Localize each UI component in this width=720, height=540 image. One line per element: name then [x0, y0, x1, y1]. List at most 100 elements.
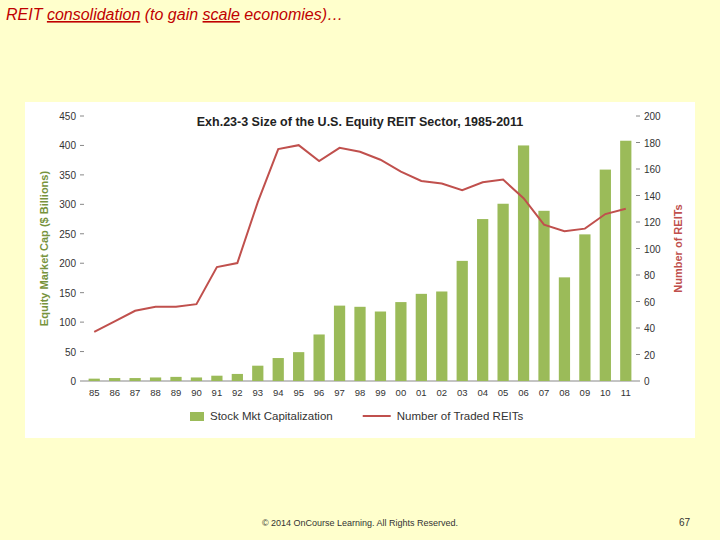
legend-label: Stock Mkt Capitalization: [210, 410, 333, 422]
y-tick-label: 50: [65, 347, 77, 358]
y-tick: [80, 381, 84, 382]
y-tick: [80, 263, 84, 264]
bar: [436, 291, 447, 381]
x-tick-label: 86: [109, 387, 120, 398]
y-tick-label: 200: [59, 258, 76, 269]
x-tick-label: 92: [232, 387, 243, 398]
y-tick-label: 250: [59, 229, 76, 240]
x-tick-label: 97: [334, 387, 345, 398]
bar: [150, 377, 161, 381]
bar: [129, 378, 140, 381]
y-tick: [80, 145, 84, 146]
y-tick: [80, 351, 84, 352]
y-tick-label: 0: [70, 376, 76, 387]
bar: [89, 379, 100, 381]
bar: [109, 378, 120, 381]
bar: [416, 294, 427, 381]
y-tick-label: 400: [59, 140, 76, 151]
y2-tick: [636, 248, 640, 249]
chart-area: [25, 102, 695, 438]
bar: [211, 376, 222, 381]
legend-swatch: [363, 415, 391, 417]
y2-tick: [636, 328, 640, 329]
y-tick: [80, 292, 84, 293]
x-tick-label: 03: [457, 387, 468, 398]
heading-part: scale: [203, 6, 240, 23]
bar: [620, 141, 631, 381]
x-tick-label: 96: [314, 387, 325, 398]
legend-label: Number of Traded REITs: [397, 410, 524, 422]
y-tick-label: 450: [59, 111, 76, 122]
y2-tick-label: 40: [644, 323, 656, 334]
y-tick: [80, 233, 84, 234]
bar: [375, 312, 386, 381]
y2-tick-label: 140: [644, 191, 661, 202]
bar: [273, 358, 284, 381]
x-tick-label: 95: [293, 387, 304, 398]
x-tick-label: 98: [355, 387, 366, 398]
x-tick-label: 87: [130, 387, 141, 398]
bar: [600, 170, 611, 381]
x-tick-label: 06: [518, 387, 529, 398]
y-tick: [80, 322, 84, 323]
bar: [191, 377, 202, 381]
x-tick-label: 11: [621, 387, 631, 398]
bar: [518, 145, 529, 381]
heading-part: economies)…: [240, 6, 343, 23]
y-axis-label: Equity Market Cap ($ Billions): [38, 171, 50, 327]
y2-tick: [636, 275, 640, 276]
y-tick-label: 150: [59, 288, 76, 299]
y2-tick-label: 200: [644, 111, 661, 122]
bar: [497, 204, 508, 381]
y2-tick: [636, 116, 640, 117]
x-tick-label: 00: [396, 387, 407, 398]
x-tick-label: 93: [252, 387, 263, 398]
y2-tick-label: 180: [644, 138, 661, 149]
x-tick-label: 05: [498, 387, 509, 398]
legend-swatch: [190, 412, 204, 421]
y2-tick-label: 120: [644, 217, 661, 228]
y2-tick: [636, 222, 640, 223]
y2-axis-label: Number of REITs: [672, 204, 684, 292]
y2-tick: [636, 301, 640, 302]
plot: [89, 141, 632, 381]
bar: [559, 277, 570, 381]
bar: [395, 302, 406, 381]
bar: [334, 306, 345, 381]
x-tick-label: 04: [477, 387, 488, 398]
y2-tick-label: 160: [644, 164, 661, 175]
y2-tick: [636, 354, 640, 355]
y-tick-label: 300: [59, 199, 76, 210]
bar: [354, 307, 365, 381]
x-tick-label: 08: [559, 387, 570, 398]
bar: [477, 219, 488, 381]
y2-tick: [636, 169, 640, 170]
slide-heading: REIT consolidation (to gain scale econom…: [6, 6, 343, 23]
x-tick-label: 10: [600, 387, 611, 398]
y-tick-label: 100: [59, 317, 76, 328]
x-tick-label: 09: [580, 387, 591, 398]
bar: [538, 211, 549, 381]
y2-tick-label: 100: [644, 244, 661, 255]
y-tick: [80, 116, 84, 117]
heading-part: (to gain: [140, 6, 202, 23]
heading-part: REIT: [6, 6, 47, 23]
footer: © 2014 OnCourse Learning. All Rights Res…: [262, 518, 458, 528]
x-tick-label: 91: [212, 387, 223, 398]
x-tick-label: 07: [539, 387, 550, 398]
y-tick: [80, 174, 84, 175]
bar: [313, 334, 324, 381]
x-tick-label: 94: [273, 387, 284, 398]
y2-tick: [636, 195, 640, 196]
line: [94, 145, 626, 332]
page-number: 67: [679, 517, 691, 528]
x-tick-label: 99: [375, 387, 386, 398]
bar: [170, 377, 181, 381]
y2-tick-label: 0: [644, 376, 650, 387]
chart-title: Exh.23-3 Size of the U.S. Equity REIT Se…: [197, 115, 524, 129]
bar: [579, 234, 590, 381]
y-tick: [80, 204, 84, 205]
y-tick-label: 350: [59, 170, 76, 181]
y2-tick-label: 60: [644, 297, 656, 308]
x-tick-label: 89: [171, 387, 182, 398]
